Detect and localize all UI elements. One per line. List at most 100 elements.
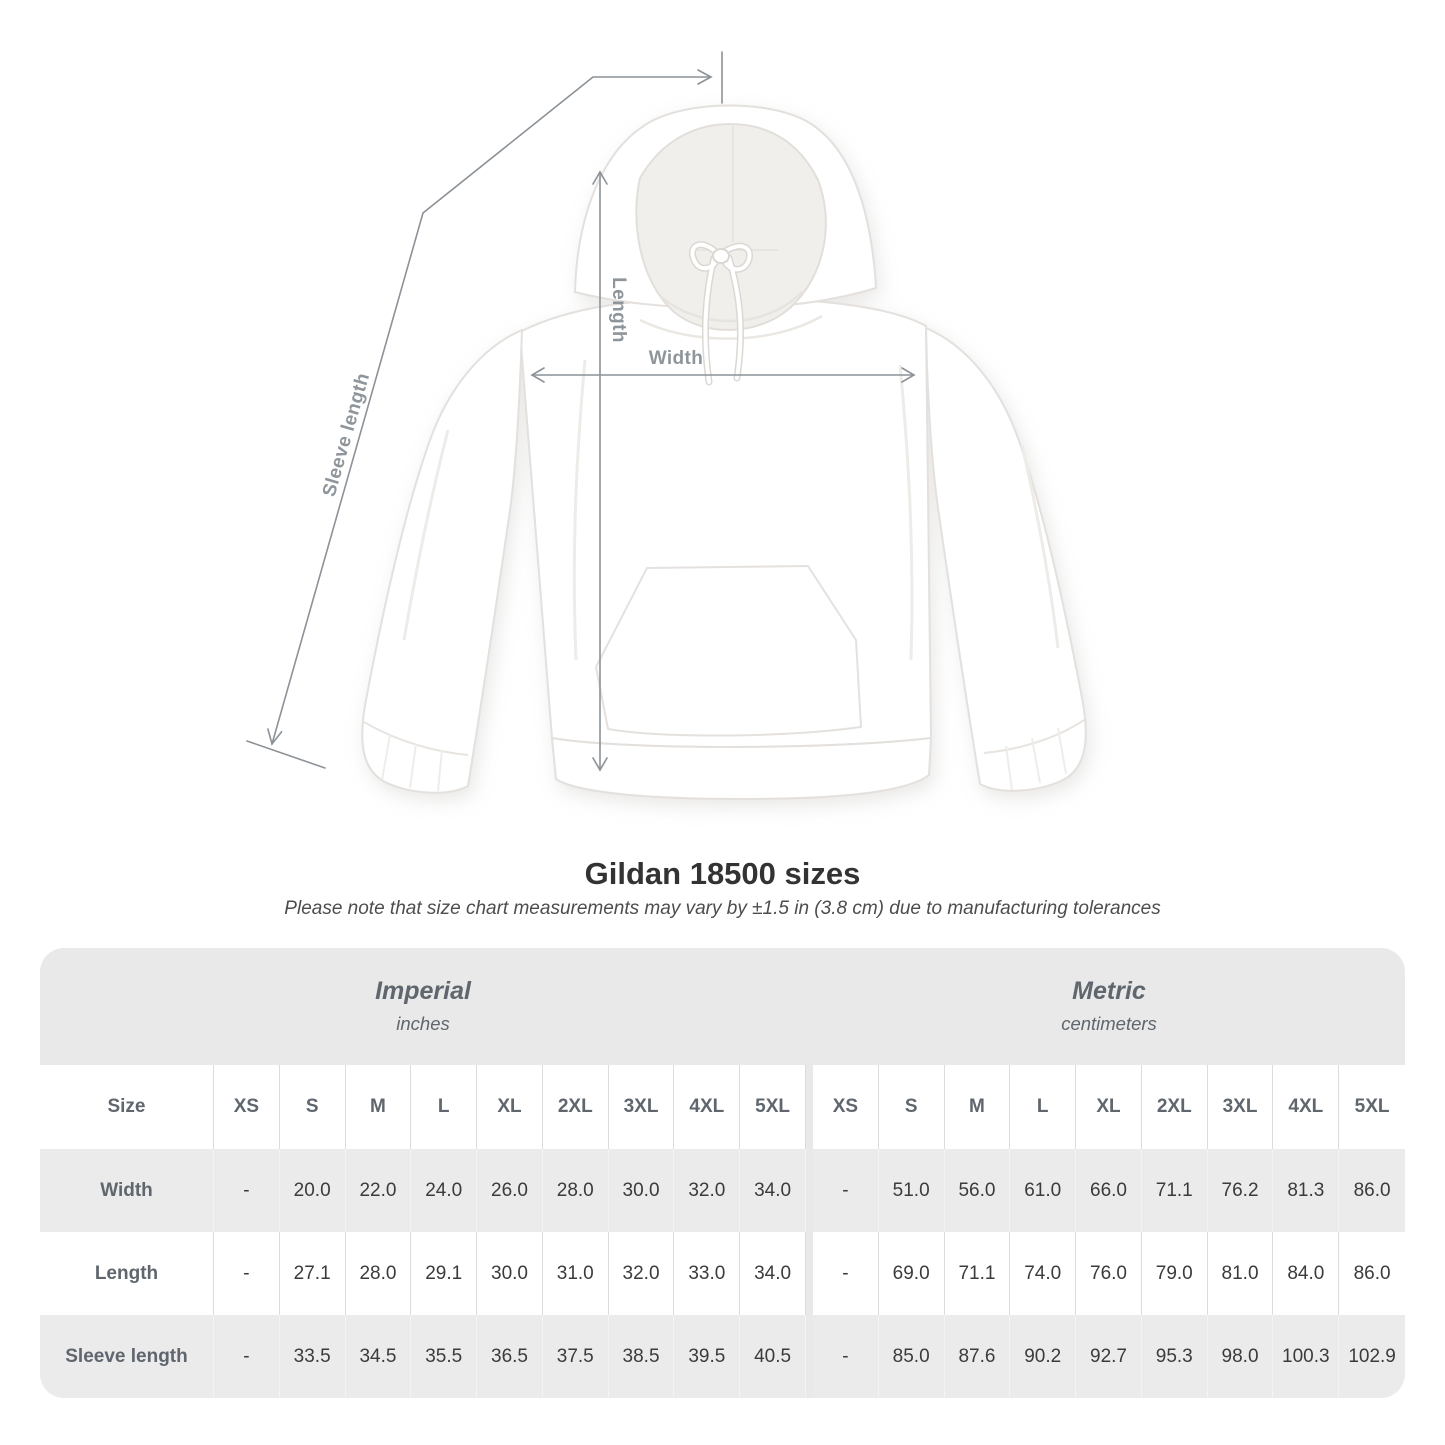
value-cell: 74.0 bbox=[1010, 1232, 1077, 1315]
value-cell: 40.5 bbox=[740, 1315, 806, 1398]
band-spacer bbox=[806, 948, 813, 1065]
size-header-row: Size XS S M L XL 2XL 3XL 4XL 5XL XS S M … bbox=[40, 1065, 1405, 1149]
hoodie-left-sleeve bbox=[361, 328, 524, 794]
hood-drawstrings bbox=[689, 241, 753, 386]
value-cell: 90.2 bbox=[1010, 1315, 1077, 1398]
hood-opening bbox=[635, 122, 827, 331]
hoodie-garment bbox=[361, 104, 1087, 801]
imperial-unit: inches bbox=[396, 1013, 450, 1035]
size-col-header: M bbox=[945, 1065, 1011, 1149]
value-cell: 81.3 bbox=[1273, 1149, 1340, 1232]
value-cell: 84.0 bbox=[1273, 1232, 1340, 1315]
page-title: Gildan 18500 sizes bbox=[584, 856, 861, 891]
imperial-name: Imperial bbox=[375, 977, 471, 1006]
measurement-arrows bbox=[246, 51, 916, 772]
sleeve-arrowhead-right bbox=[697, 69, 713, 85]
value-cell: 29.1 bbox=[411, 1232, 478, 1315]
metric-group-header: Metric centimeters bbox=[813, 948, 1405, 1065]
value-cell: - bbox=[813, 1315, 879, 1398]
size-col-header: L bbox=[411, 1065, 478, 1149]
value-cell: 20.0 bbox=[280, 1149, 346, 1232]
value-cell: 31.0 bbox=[543, 1232, 609, 1315]
width-label: Width bbox=[648, 348, 704, 369]
size-header-cell: Size bbox=[40, 1065, 214, 1149]
value-cell: 22.0 bbox=[346, 1149, 412, 1232]
value-cell: 36.5 bbox=[477, 1315, 543, 1398]
value-cell: 100.3 bbox=[1273, 1315, 1340, 1398]
value-cell: 30.0 bbox=[477, 1232, 543, 1315]
cuff-tick bbox=[246, 740, 326, 769]
row-label: Length bbox=[40, 1232, 214, 1315]
value-cell: 86.0 bbox=[1353, 1179, 1391, 1201]
size-col-header: 2XL bbox=[543, 1065, 609, 1149]
hoodie-pocket bbox=[595, 565, 862, 737]
value-cell: 34.5 bbox=[346, 1315, 412, 1398]
metric-name: Metric bbox=[1072, 977, 1146, 1006]
size-col-header: XL bbox=[1076, 1065, 1142, 1149]
hoodie-measurement-diagram: Sleeve length Length Width bbox=[246, 51, 1087, 801]
value-cell: 32.0 bbox=[674, 1149, 741, 1232]
table-divider bbox=[806, 1065, 813, 1149]
metric-unit: centimeters bbox=[1061, 1013, 1157, 1035]
table-row-width: Width - 20.0 22.0 24.0 26.0 28.0 30.0 32… bbox=[40, 1149, 1405, 1232]
value-cell: 76.0 bbox=[1076, 1232, 1142, 1315]
value-cell: 30.0 bbox=[609, 1149, 675, 1232]
size-table: Imperial inches Metric centimeters Size … bbox=[40, 948, 1405, 1398]
imperial-group-header: Imperial inches bbox=[40, 948, 806, 1065]
size-col-header: XS bbox=[813, 1065, 879, 1149]
tolerance-note: Please note that size chart measurements… bbox=[284, 898, 1161, 919]
size-col-header: 3XL bbox=[1208, 1065, 1274, 1149]
size-col-header: S bbox=[280, 1065, 346, 1149]
size-col-header: XS bbox=[214, 1065, 280, 1149]
value-cell: 32.0 bbox=[609, 1232, 675, 1315]
table-row-sleeve-length: Sleeve length - 33.5 34.5 35.5 36.5 37.5… bbox=[40, 1315, 1405, 1398]
table-row-length: Length - 27.1 28.0 29.1 30.0 31.0 32.0 3… bbox=[40, 1232, 1405, 1315]
value-cell: 85.0 bbox=[879, 1315, 945, 1398]
value-cell: 28.0 bbox=[346, 1232, 412, 1315]
value-cell: 71.1 bbox=[945, 1232, 1011, 1315]
size-col-header: 2XL bbox=[1142, 1065, 1208, 1149]
value-cell: 27.1 bbox=[280, 1232, 346, 1315]
size-col-header: 4XL bbox=[674, 1065, 741, 1149]
table-divider bbox=[806, 1232, 813, 1315]
value-cell: 38.5 bbox=[609, 1315, 675, 1398]
size-col-header: 5XL bbox=[740, 1065, 806, 1149]
width-arrowhead-right bbox=[901, 367, 916, 383]
hoodie-illustration bbox=[246, 51, 1087, 801]
table-divider bbox=[806, 1149, 813, 1232]
value-cell: 98.0 bbox=[1208, 1315, 1274, 1398]
value-cell: 66.0 bbox=[1076, 1149, 1142, 1232]
value-cell: 37.5 bbox=[543, 1315, 609, 1398]
value-cell: 24.0 bbox=[411, 1149, 478, 1232]
value-cell: 81.0 bbox=[1208, 1232, 1274, 1315]
hoodie-hem-band bbox=[550, 736, 933, 801]
table-divider bbox=[806, 1315, 813, 1398]
value-cell: 39.5 bbox=[674, 1315, 741, 1398]
value-cell: 26.0 bbox=[477, 1149, 543, 1232]
value-cell: - bbox=[813, 1232, 879, 1315]
value-cell: 87.6 bbox=[945, 1315, 1011, 1398]
value-cell: 71.1 bbox=[1142, 1149, 1208, 1232]
length-arrowhead-top bbox=[592, 170, 608, 185]
value-cell: 86.0 bbox=[1353, 1262, 1391, 1284]
value-cell: 69.0 bbox=[879, 1232, 945, 1315]
size-col-header: L bbox=[1010, 1065, 1077, 1149]
value-cell: 92.7 bbox=[1076, 1315, 1142, 1398]
value-cell: 34.0 bbox=[740, 1149, 806, 1232]
width-arrowhead-left bbox=[530, 367, 545, 383]
value-cell: 95.3 bbox=[1142, 1315, 1208, 1398]
value-cell: 79.0 bbox=[1142, 1232, 1208, 1315]
value-cell: - bbox=[214, 1315, 280, 1398]
size-col-header: M bbox=[346, 1065, 412, 1149]
size-col-header: S bbox=[879, 1065, 945, 1149]
value-cell: 35.5 bbox=[411, 1315, 478, 1398]
value-cell: 102.9 bbox=[1348, 1345, 1396, 1367]
value-cell: 33.0 bbox=[674, 1232, 741, 1315]
length-label: Length bbox=[608, 277, 629, 343]
unit-band-row: Imperial inches Metric centimeters bbox=[40, 948, 1405, 1065]
size-col-header: 4XL bbox=[1273, 1065, 1340, 1149]
hoodie-right-sleeve bbox=[924, 326, 1087, 792]
size-col-header: XL bbox=[477, 1065, 543, 1149]
value-cell: 56.0 bbox=[945, 1149, 1011, 1232]
row-label: Width bbox=[40, 1149, 214, 1232]
